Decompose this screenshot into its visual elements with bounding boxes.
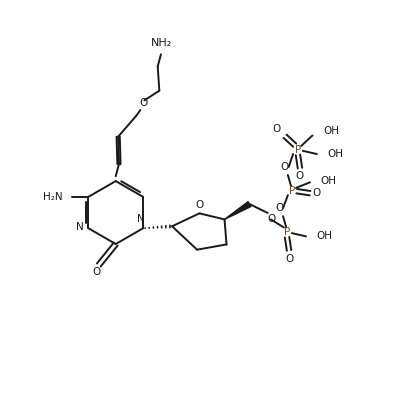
Text: O: O [296,171,304,181]
Text: P: P [295,145,301,155]
Text: O: O [312,188,320,198]
Text: O: O [268,214,276,224]
Text: O: O [139,98,148,108]
Text: O: O [276,203,284,213]
Text: NH₂: NH₂ [151,38,173,48]
Text: H₂N: H₂N [43,192,63,202]
Text: OH: OH [316,231,332,241]
Text: N: N [76,223,83,233]
Text: O: O [93,267,101,277]
Text: O: O [195,200,204,210]
Text: OH: OH [323,126,339,136]
Text: O: O [273,124,281,134]
Text: OH: OH [327,149,343,159]
Text: N: N [137,214,145,224]
Text: P: P [289,186,295,196]
Polygon shape [224,202,251,219]
Text: O: O [285,254,293,263]
Text: OH: OH [320,176,336,187]
Text: P: P [284,227,290,237]
Text: O: O [281,162,289,172]
